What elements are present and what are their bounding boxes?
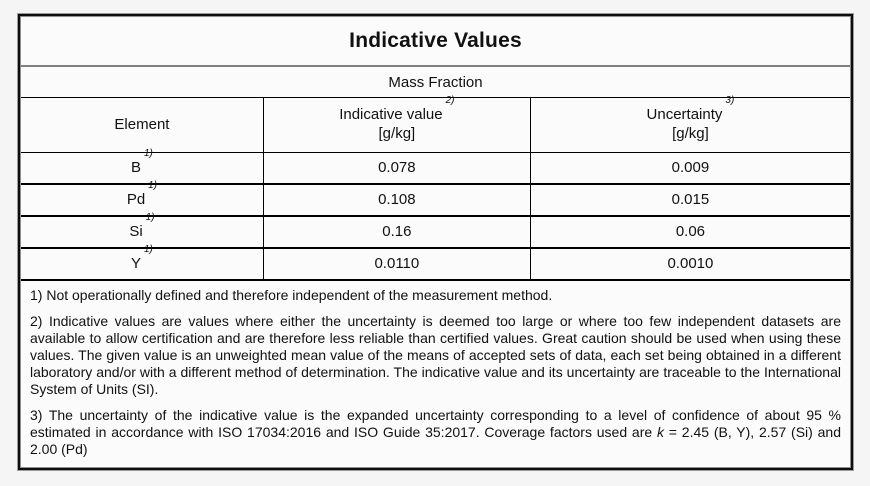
footnote-1: 1) Not operationally defined and therefo… bbox=[30, 287, 553, 303]
certificate-table-frame: Indicative Values Mass Fraction Element … bbox=[17, 13, 854, 471]
table-title-row: Indicative Values bbox=[21, 17, 850, 67]
column-header-indicative-unit: [g/kg] bbox=[378, 125, 416, 142]
uncertainty-cell: 0.06 bbox=[675, 222, 706, 240]
table-subtitle-row: Mass Fraction bbox=[21, 67, 850, 98]
element-cell: Si 1) bbox=[21, 212, 264, 247]
footnote-2: 2) Indicative values are values where ei… bbox=[30, 313, 841, 397]
table-row-si: Si 1) 0.16 0.06 bbox=[21, 212, 850, 249]
table-subtitle: Mass Fraction bbox=[388, 73, 483, 91]
column-header-element: Element bbox=[21, 98, 264, 152]
table-row-y: Y 1) 0.0110 0.0010 bbox=[21, 244, 850, 281]
indicative-value-cell: 0.108 bbox=[264, 185, 531, 215]
element-cell: B 1) bbox=[21, 148, 264, 183]
element-symbol: Y bbox=[130, 254, 141, 272]
footnote-3-text: 3) The uncertainty of the indicative val… bbox=[30, 407, 841, 440]
table-outer-border: Indicative Values Mass Fraction Element … bbox=[18, 14, 853, 470]
column-header-indicative-value: Indicative value 2) [g/kg] bbox=[264, 96, 531, 152]
footnote-3-text-after: = 2.45 (B, Y), 2.57 (Si) and 2.00 (Pd) bbox=[30, 424, 842, 457]
indicative-value-cell: 0.0110 bbox=[264, 249, 531, 279]
table-header-row: Element Indicative value 2) [g/kg] Uncer… bbox=[21, 95, 850, 153]
footnote-3: 3) The uncertainty of the indicative val… bbox=[30, 407, 841, 458]
uncertainty-cell: 0.009 bbox=[671, 158, 710, 176]
column-header-element-label: Element bbox=[114, 115, 170, 133]
element-cell: Pd 1) bbox=[21, 180, 264, 215]
element-symbol: Pd bbox=[126, 190, 146, 208]
column-header-uncertainty-label: Uncertainty bbox=[646, 106, 723, 124]
element-symbol: Si bbox=[129, 222, 143, 240]
uncertainty-cell: 0.0010 bbox=[667, 254, 714, 272]
element-cell: Y 1) bbox=[21, 244, 264, 279]
table-row-b: B 1) 0.078 0.009 bbox=[21, 148, 850, 185]
table-row-pd: Pd 1) 0.108 0.015 bbox=[21, 180, 850, 217]
footnotes-section: 1) Not operationally defined and therefo… bbox=[21, 281, 850, 467]
uncertainty-cell: 0.015 bbox=[671, 190, 710, 208]
coverage-factor-k: k bbox=[656, 424, 664, 440]
column-header-uncertainty: Uncertainty 3) [g/kg] bbox=[646, 95, 735, 142]
element-symbol: B bbox=[130, 158, 141, 176]
indicative-value-cell: 0.16 bbox=[264, 217, 531, 247]
indicative-values-table: Indicative Values Mass Fraction Element … bbox=[20, 16, 851, 468]
indicative-value-cell: 0.078 bbox=[264, 153, 531, 183]
table-title: Indicative Values bbox=[349, 29, 522, 52]
column-header-indicative-label: Indicative value bbox=[339, 106, 443, 124]
column-header-uncertainty-unit: [g/kg] bbox=[672, 125, 709, 142]
